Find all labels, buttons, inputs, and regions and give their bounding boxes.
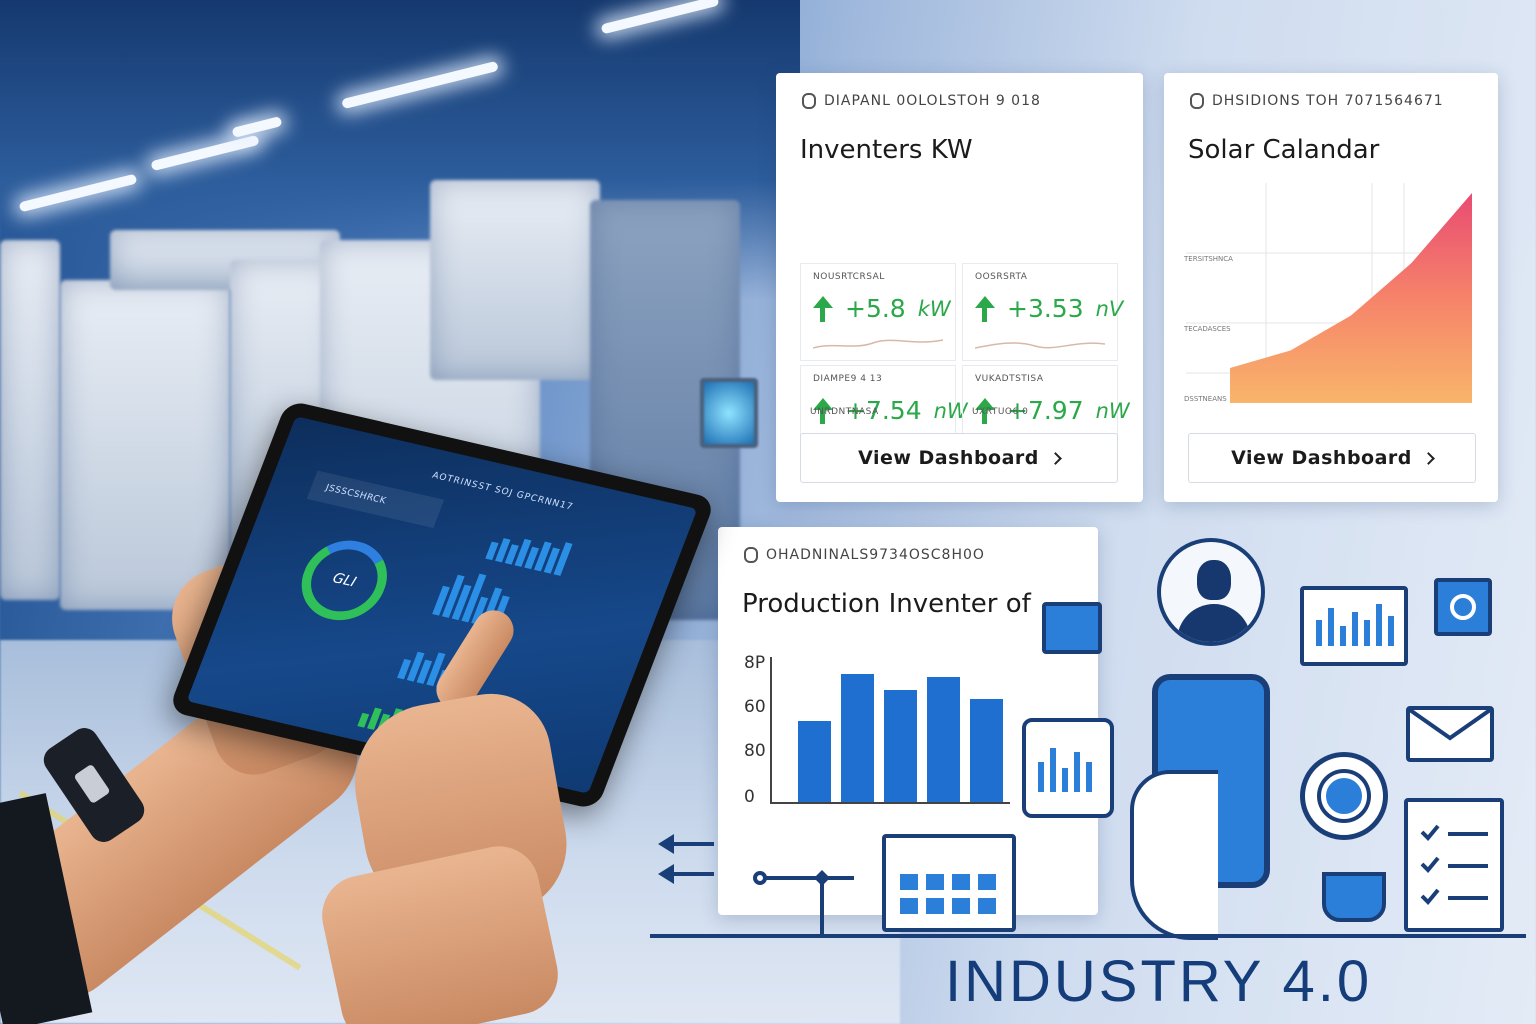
card-code: OHADNINALS9734OSC8H0O [744, 547, 985, 563]
arrow-up-icon [813, 295, 833, 322]
tablet-chart-icon [1022, 718, 1114, 818]
x-axis [770, 802, 1010, 804]
metric-value: +7.97 nW [975, 396, 1130, 425]
production-bar [970, 699, 1003, 802]
tablet-title: AOTRINSST SOJ GPCRNN17 [430, 470, 575, 513]
card-title: Solar Calandar [1188, 135, 1380, 165]
machine [430, 180, 600, 380]
production-bar-chart [778, 657, 1018, 802]
metric-label: NOUSRTCRSAL [813, 272, 885, 282]
metric-label: DIAMPE9 4 13 [813, 374, 883, 384]
sparkline [813, 339, 943, 349]
sparkline [975, 342, 1105, 349]
tablet-donut-chart: GLI [289, 532, 400, 629]
settings-app-icon [1434, 578, 1492, 636]
card-code: DIAPANL 0OLOLSTOH 9 018 [802, 93, 1041, 109]
production-bar [927, 677, 960, 802]
metric-unit: kW [917, 296, 951, 321]
card-title: Inventers KW [800, 135, 973, 165]
machine-screen [700, 378, 758, 448]
mail-icon [1406, 706, 1494, 762]
view-dashboard-button[interactable]: View Dashboard [1188, 433, 1476, 483]
coffee-cup-icon [1322, 872, 1386, 922]
arrow-up-icon [813, 397, 833, 424]
card-title: Production Inventer of [742, 589, 1031, 619]
metric-tile: OOSRSRTA +3.53 nV [962, 263, 1123, 361]
button-label: View Dashboard [1231, 447, 1412, 469]
tag-icon [744, 547, 758, 563]
metric-unit: nW [1095, 398, 1130, 423]
y-tick-label: 60 [744, 697, 766, 717]
metric-number: +7.54 [845, 396, 922, 425]
production-bar [884, 690, 917, 802]
checklist-icon [1404, 798, 1504, 932]
foot-label: UNRDNTNASA [810, 407, 879, 417]
card-code-text: OHADNINALS9734OSC8H0O [766, 547, 985, 563]
card-code-text: DIAPANL 0OLOLSTOH 9 018 [824, 93, 1041, 109]
hand-holding-phone-icon [1130, 770, 1218, 940]
production-bar [841, 674, 874, 802]
metric-number: +5.8 [845, 294, 906, 323]
metric-value: +5.8 kW [813, 294, 951, 323]
solar-area-chart [1186, 183, 1472, 403]
metric-unit: nV [1095, 296, 1124, 321]
metric-number: +7.97 [1007, 396, 1084, 425]
button-label: View Dashboard [858, 447, 1039, 469]
solar-card: DHSIDIONS TOH 7071564671 Solar Calandar … [1164, 73, 1498, 502]
card-code-text: DHSIDIONS TOH 7071564671 [1212, 93, 1444, 109]
axis-tick-label: TERSITSHNCA [1184, 255, 1233, 263]
y-tick-label: 8P [744, 653, 766, 673]
brand-title: INDUSTRY 4.0 [945, 949, 1373, 1014]
machine [60, 280, 230, 610]
tablet-subtitle: JSSSCSHRCK [306, 470, 445, 529]
production-bar [798, 720, 831, 802]
connector-arrows-icon [658, 834, 854, 934]
arrow-up-icon [975, 295, 995, 322]
user-avatar-icon [1157, 538, 1265, 646]
metric-number: +3.53 [1007, 294, 1084, 323]
axis-tick-label: TECADASCES [1184, 325, 1231, 333]
y-tick-label: 0 [744, 787, 755, 807]
donut-label: GLI [330, 570, 359, 591]
tag-icon [1190, 93, 1204, 109]
factory-building-icon [882, 834, 1016, 932]
target-icon [1300, 752, 1388, 840]
metric-tile: NOUSRTCRSAL +5.8 kW [800, 263, 956, 361]
metric-label: VUKADTSTISA [975, 374, 1044, 384]
card-code: DHSIDIONS TOH 7071564671 [1190, 93, 1444, 109]
chevron-right-icon [1422, 451, 1435, 465]
inverters-card: DIAPANL 0OLOLSTOH 9 018 Inventers KW NOU… [776, 73, 1143, 502]
chip-icon [1042, 602, 1102, 654]
y-tick-label: 80 [744, 741, 766, 761]
tag-icon [802, 93, 816, 109]
analytics-monitor-icon [1300, 586, 1408, 666]
metric-tile: VUKADTSTISA +7.97 nW [962, 365, 1130, 463]
arrow-up-icon [975, 397, 995, 424]
axis-tick-label: DSSTNEANS [1184, 395, 1227, 403]
y-axis [770, 657, 772, 803]
machine [0, 240, 60, 600]
metric-label: OOSRSRTA [975, 272, 1028, 282]
view-dashboard-button[interactable]: View Dashboard [800, 433, 1118, 483]
icon-baseline [650, 934, 1526, 938]
tablet-bar-group [485, 510, 630, 588]
metric-value: +3.53 nV [975, 294, 1123, 323]
foot-label: UXRTUO6 0 [972, 407, 1029, 417]
chevron-right-icon [1049, 451, 1062, 465]
solar-area [1230, 193, 1472, 403]
